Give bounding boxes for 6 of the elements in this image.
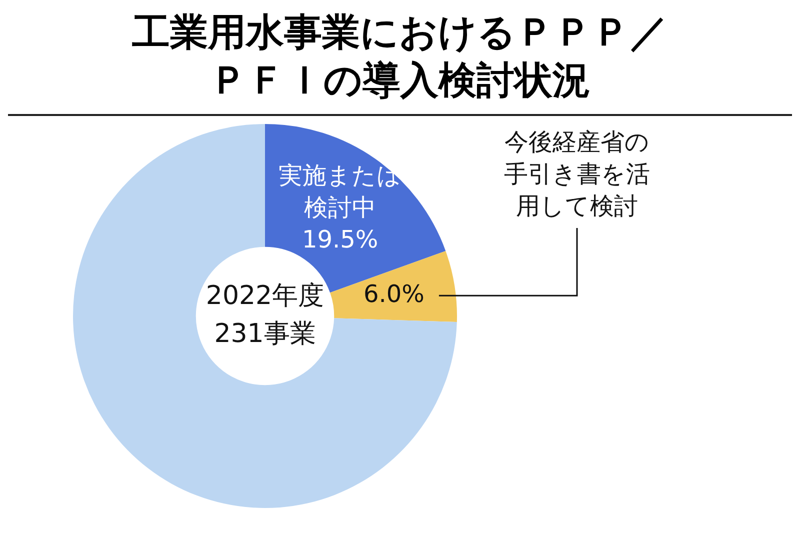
text: 2022年度 [206, 280, 324, 311]
chart-title: 工業用水事業におけるＰＰＰ／ＰＦＩの導入検討状況 [131, 9, 669, 104]
data-label: 6.0% [363, 280, 424, 308]
slice-label: 今後経産省の手引き書を活用して検討 [504, 128, 650, 220]
data-label: 19.5% [302, 225, 378, 254]
text: 231事業 [214, 318, 316, 349]
